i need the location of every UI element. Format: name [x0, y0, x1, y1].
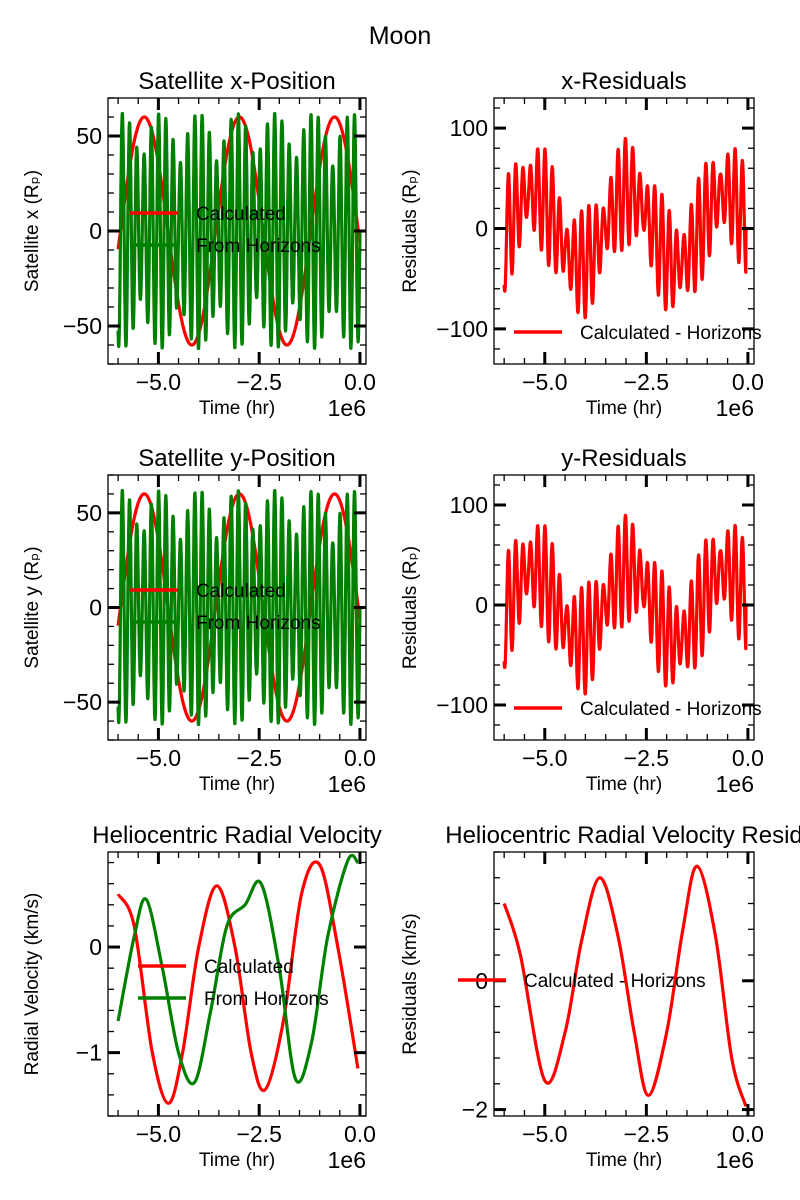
legend: Calculated - Horizons — [458, 971, 706, 992]
legend-label: From Horizons — [196, 613, 321, 634]
plot-area — [116, 111, 362, 351]
y-tick-label: −100 — [436, 316, 488, 342]
x-tick-label: 0.0 — [732, 1121, 764, 1147]
y-tick-label: 0 — [89, 934, 102, 960]
series-line-1 — [116, 860, 360, 1105]
y-tick-label: 50 — [76, 500, 102, 526]
x-tick-label: −5.0 — [136, 745, 181, 771]
y-tick-label: −50 — [63, 313, 102, 339]
y-axis-label: Residuals (Rₚ) — [400, 169, 421, 292]
series-line-1 — [502, 864, 748, 1107]
x-offset-label: 1e6 — [716, 1147, 754, 1173]
x-tick-label: −2.5 — [624, 1121, 669, 1147]
x-tick-label: −5.0 — [136, 1121, 181, 1147]
series-line-2 — [116, 488, 362, 727]
legend: Calculated - Horizons — [514, 323, 762, 344]
subplot-3: −5.0 −2.5 0.0 −50 0 50 Satellite y-Position Tim… — [22, 445, 376, 797]
legend-label: From Horizons — [204, 989, 329, 1010]
legend-label: Calculated — [196, 204, 286, 225]
x-tick-label: 0.0 — [732, 369, 764, 395]
x-offset-label: 1e6 — [328, 1147, 366, 1173]
series-line-2 — [116, 853, 360, 1086]
axes-frame — [493, 97, 755, 365]
figure-suptitle: Moon — [369, 22, 432, 50]
legend-label: From Horizons — [196, 236, 321, 257]
y-axis-label: Satellite x (Rₚ) — [22, 170, 43, 292]
x-axis-label: Time (hr) — [199, 774, 275, 795]
legend-label: Calculated - Horizons — [524, 971, 706, 992]
x-tick-label: 0.0 — [344, 1121, 376, 1147]
subplot-2: −5.0 −2.5 0.0 −100 0 100 x-Residuals Time (hr) 1… — [400, 68, 764, 421]
x-axis-label: Time (hr) — [586, 774, 662, 795]
y-tick-label: −2 — [462, 1097, 488, 1123]
y-tick-label: −50 — [63, 689, 102, 715]
series-line-1 — [502, 136, 750, 320]
x-offset-label: 1e6 — [328, 395, 366, 421]
legend: Calculated From Horizons — [130, 581, 321, 634]
y-tick-label: 100 — [450, 115, 488, 141]
x-tick-label: 0.0 — [344, 745, 376, 771]
subplot-title: Heliocentric Radial Velocity Resid — [445, 822, 800, 849]
legend-label: Calculated - Horizons — [580, 323, 762, 344]
series-line-2 — [116, 111, 362, 351]
y-tick-label: 0 — [475, 215, 488, 241]
plot-area — [502, 864, 748, 1107]
plot-area — [502, 136, 750, 320]
x-tick-label: 0.0 — [732, 745, 764, 771]
x-tick-label: 0.0 — [344, 369, 376, 395]
plot-area — [116, 853, 360, 1105]
axes-frame — [107, 851, 367, 1117]
y-tick-label: 0 — [89, 218, 102, 244]
x-tick-label: −5.0 — [136, 369, 181, 395]
subplot-1: −5.0 −2.5 0.0 −50 0 50 Satellite x-Position Tim… — [22, 68, 376, 421]
axes-frame — [493, 474, 755, 741]
x-tick-label: −2.5 — [236, 1121, 281, 1147]
x-axis-label: Time (hr) — [586, 1150, 662, 1171]
subplot-title: Heliocentric Radial Velocity — [92, 822, 381, 849]
x-tick-label: −2.5 — [624, 369, 669, 395]
x-tick-label: −5.0 — [522, 369, 567, 395]
subplot-title: x-Residuals — [561, 68, 686, 95]
legend-label: Calculated — [196, 581, 286, 602]
y-tick-label: 0 — [475, 592, 488, 618]
series-line-1 — [502, 513, 750, 696]
y-axis-label: Residuals (km/s) — [400, 913, 421, 1054]
legend: Calculated From Horizons — [130, 204, 321, 257]
y-tick-label: 100 — [450, 492, 488, 518]
x-tick-label: −2.5 — [236, 369, 281, 395]
plot-area — [116, 488, 362, 727]
axes-frame — [493, 851, 755, 1117]
subplot-grid: −5.0 −2.5 0.0 −50 0 50 Satellite x-Position Tim… — [22, 68, 800, 1173]
subplot-title: y-Residuals — [561, 445, 686, 472]
legend-label: Calculated — [204, 957, 294, 978]
y-tick-label: 0 — [89, 595, 102, 621]
subplot-6: −5.0−2.50.0−20Heliocentric Radial Veloci… — [400, 822, 800, 1173]
y-tick-label: −100 — [436, 692, 488, 718]
x-offset-label: 1e6 — [328, 771, 366, 797]
y-tick-label: −1 — [76, 1040, 102, 1066]
x-axis-label: Time (hr) — [586, 398, 662, 419]
x-tick-label: −5.0 — [522, 1121, 567, 1147]
y-axis-label: Satellite y (Rₚ) — [22, 546, 43, 668]
y-axis-label: Residuals (Rₚ) — [400, 546, 421, 669]
x-tick-label: −2.5 — [236, 745, 281, 771]
x-tick-label: −5.0 — [522, 745, 567, 771]
subplot-4: −5.0 −2.5 0.0 −100 0 100 y-Residuals Time (hr) 1… — [400, 445, 764, 797]
subplot-title: Satellite x-Position — [138, 68, 335, 95]
x-offset-label: 1e6 — [716, 395, 754, 421]
legend-label: Calculated - Horizons — [580, 699, 762, 720]
y-axis-label: Radial Velocity (km/s) — [22, 893, 43, 1076]
y-tick-label: 50 — [76, 123, 102, 149]
subplot-5: −5.0 −2.5 0.0 −1 0 Heliocentric Radial Veloci… — [22, 822, 382, 1173]
legend: Calculated From Horizons — [138, 957, 329, 1010]
x-axis-label: Time (hr) — [199, 398, 275, 419]
x-tick-label: −2.5 — [624, 745, 669, 771]
plot-area — [502, 513, 750, 696]
x-offset-label: 1e6 — [716, 771, 754, 797]
subplot-title: Satellite y-Position — [138, 445, 335, 472]
x-axis-label: Time (hr) — [199, 1150, 275, 1171]
legend: Calculated - Horizons — [514, 699, 762, 720]
